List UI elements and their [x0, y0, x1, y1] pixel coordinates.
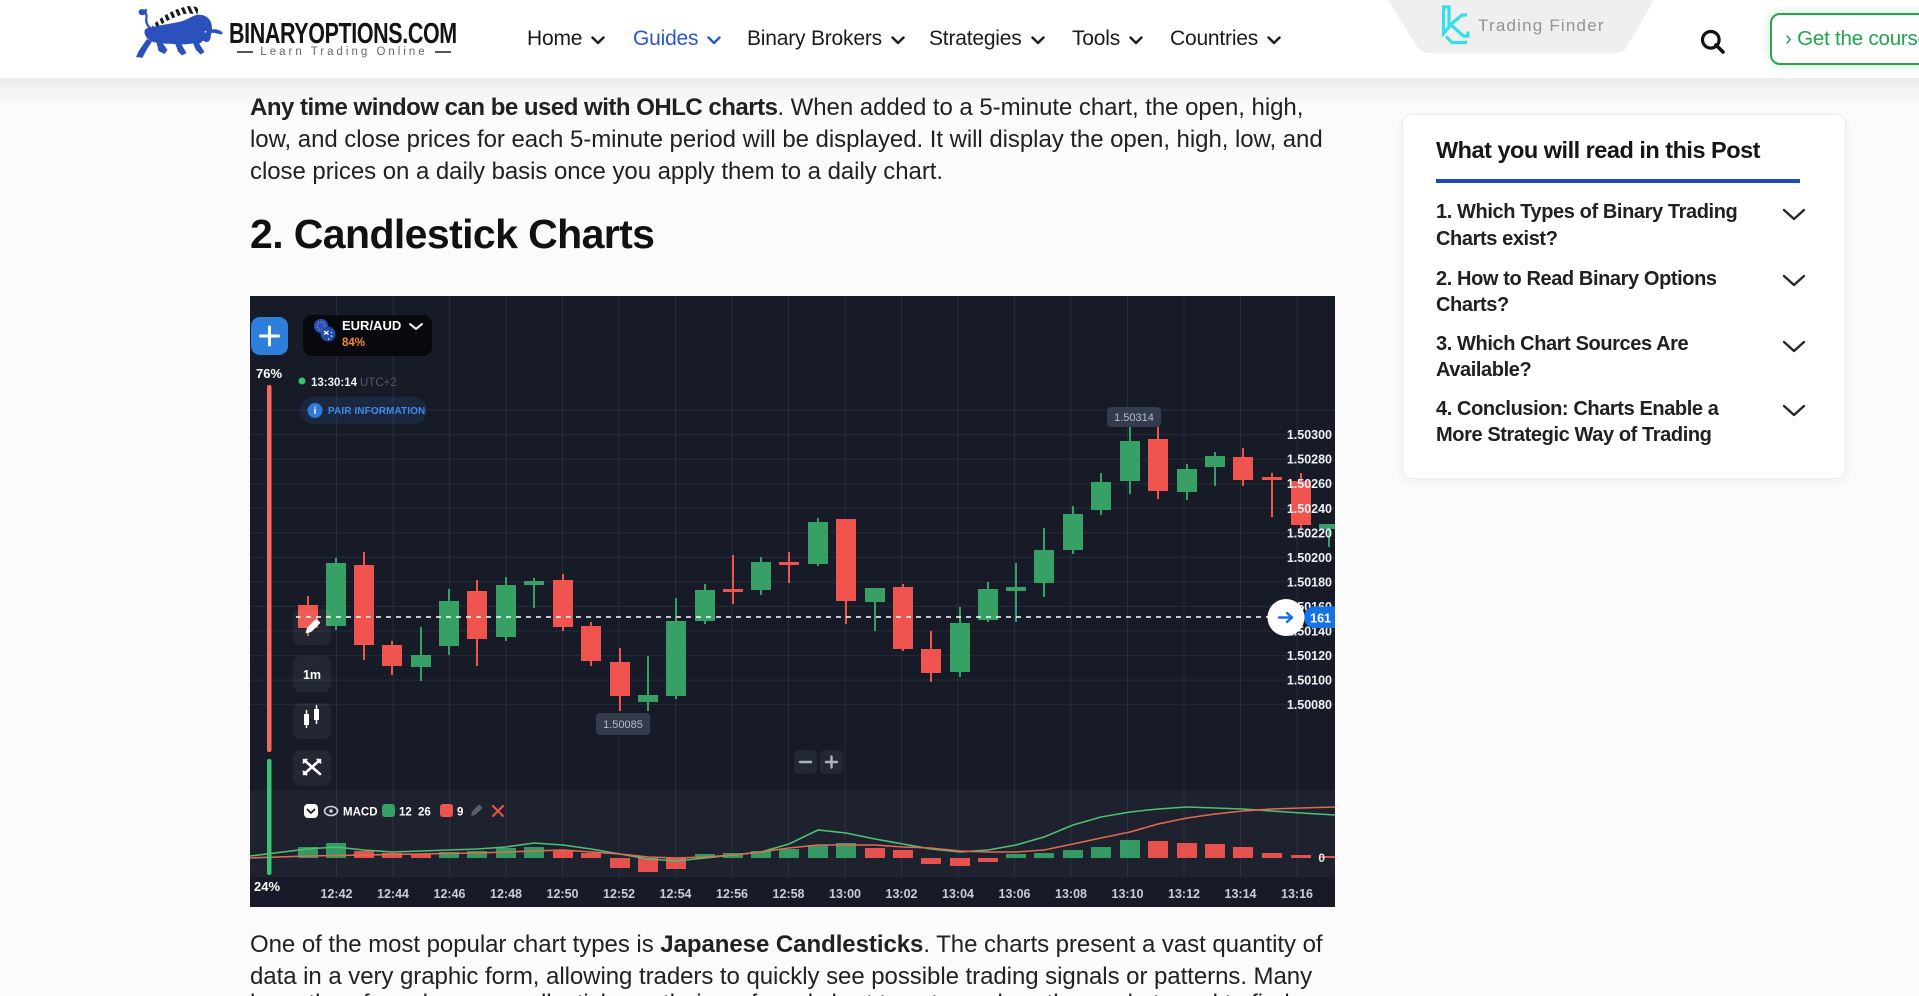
svg-text:13:16: 13:16	[1281, 887, 1313, 901]
svg-text:1.50300: 1.50300	[1287, 428, 1332, 442]
svg-text:13:02: 13:02	[886, 887, 918, 901]
svg-text:84%: 84%	[342, 337, 365, 349]
svg-text:24%: 24%	[254, 879, 280, 894]
svg-text:12:50: 12:50	[547, 887, 579, 901]
svg-text:13:04: 13:04	[942, 887, 974, 901]
svg-text:161: 161	[1310, 612, 1331, 626]
svg-text:12:52: 12:52	[603, 887, 635, 901]
svg-text:1.50200: 1.50200	[1287, 551, 1332, 565]
svg-text:13:00: 13:00	[829, 887, 861, 901]
svg-text:13:06: 13:06	[999, 887, 1031, 901]
svg-text:i: i	[314, 406, 317, 417]
svg-text:MACD: MACD	[343, 807, 378, 819]
svg-text:1.50314: 1.50314	[1114, 412, 1154, 424]
svg-text:13:10: 13:10	[1112, 887, 1144, 901]
svg-text:PAIR INFORMATION: PAIR INFORMATION	[328, 406, 425, 417]
svg-text:9: 9	[457, 807, 463, 819]
svg-text:13:12: 13:12	[1168, 887, 1200, 901]
svg-text:1.50080: 1.50080	[1287, 698, 1332, 712]
svg-text:13:14: 13:14	[1225, 887, 1257, 901]
svg-text:UTC+2: UTC+2	[360, 377, 397, 389]
svg-text:1.50120: 1.50120	[1287, 649, 1332, 663]
svg-text:76%: 76%	[256, 366, 282, 381]
svg-text:13:08: 13:08	[1055, 887, 1087, 901]
svg-text:12:44: 12:44	[377, 887, 409, 901]
svg-text:13:30:14: 13:30:14	[311, 377, 358, 389]
svg-text:1m: 1m	[303, 668, 321, 682]
svg-text:1.50180: 1.50180	[1287, 575, 1332, 589]
svg-text:12:54: 12:54	[660, 887, 692, 901]
svg-text:1.50220: 1.50220	[1287, 526, 1332, 540]
svg-text:12:48: 12:48	[490, 887, 522, 901]
svg-text:Trading Finder: Trading Finder	[1478, 16, 1605, 35]
svg-text:1.50240: 1.50240	[1287, 502, 1332, 516]
svg-text:12:46: 12:46	[434, 887, 466, 901]
svg-text:12:42: 12:42	[321, 887, 353, 901]
svg-text:1.50260: 1.50260	[1287, 477, 1332, 491]
svg-text:12: 12	[399, 807, 412, 819]
svg-text:1.50085: 1.50085	[603, 719, 643, 731]
svg-text:26: 26	[418, 807, 431, 819]
svg-text:0: 0	[1318, 851, 1325, 865]
svg-text:1.50100: 1.50100	[1287, 674, 1332, 688]
svg-text:12:56: 12:56	[716, 887, 748, 901]
svg-text:EUR/AUD: EUR/AUD	[342, 318, 401, 333]
svg-text:1.50280: 1.50280	[1287, 453, 1332, 467]
svg-text:12:58: 12:58	[773, 887, 805, 901]
